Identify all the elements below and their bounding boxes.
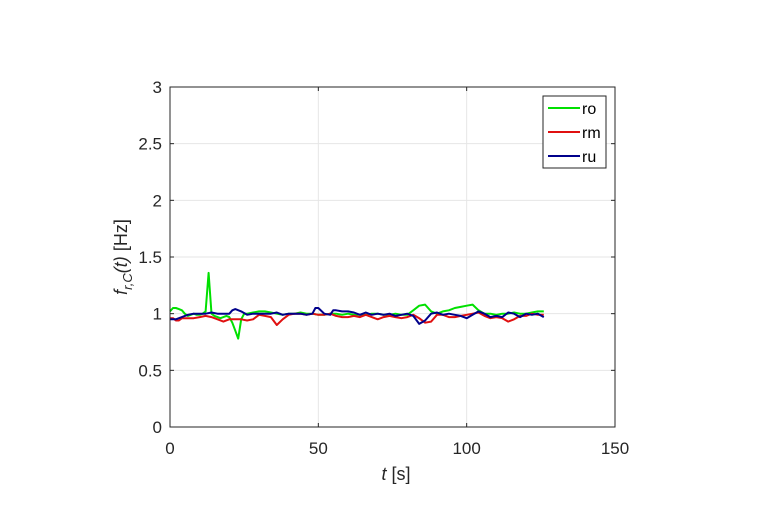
legend: ro rm ru	[542, 95, 607, 169]
x-tick-label: 150	[601, 439, 629, 458]
series-layer	[169, 271, 545, 340]
legend-label-rm: rm	[582, 125, 601, 142]
series-line-rm	[170, 311, 544, 326]
series-line-ru	[170, 307, 545, 325]
y-axis-label-subscript: r,C	[120, 273, 135, 290]
x-tick-label: 50	[309, 439, 328, 458]
y-axis-label-variable: f	[111, 288, 131, 295]
x-tick-label: 100	[452, 439, 480, 458]
y-tick-label: 0.5	[138, 361, 162, 380]
x-axis-label-unit: [s]	[387, 464, 411, 484]
y-axis-label-unit: [Hz]	[111, 219, 131, 256]
y-tick-label: 2	[153, 191, 162, 210]
y-tick-label: 3	[153, 78, 162, 97]
y-axis-label: fr,C(t) [Hz]	[111, 219, 135, 295]
legend-label-ro: ro	[582, 101, 596, 118]
x-axis-label-variable: t	[381, 464, 387, 484]
y-tick-label: 0	[153, 418, 162, 437]
y-tick-label: 1	[153, 305, 162, 324]
y-tick-label: 2.5	[138, 135, 162, 154]
y-axis-label-argument: (t)	[111, 256, 131, 273]
x-tick-label: 0	[165, 439, 174, 458]
legend-label-ru: ru	[582, 149, 596, 166]
x-axis-label: t [s]	[381, 464, 410, 484]
tick-labels: 0 50 100 150 0 0.5 1 1.5 2 2.5 3	[138, 78, 629, 458]
axis-ticks	[169, 86, 616, 428]
y-tick-label: 1.5	[138, 248, 162, 267]
